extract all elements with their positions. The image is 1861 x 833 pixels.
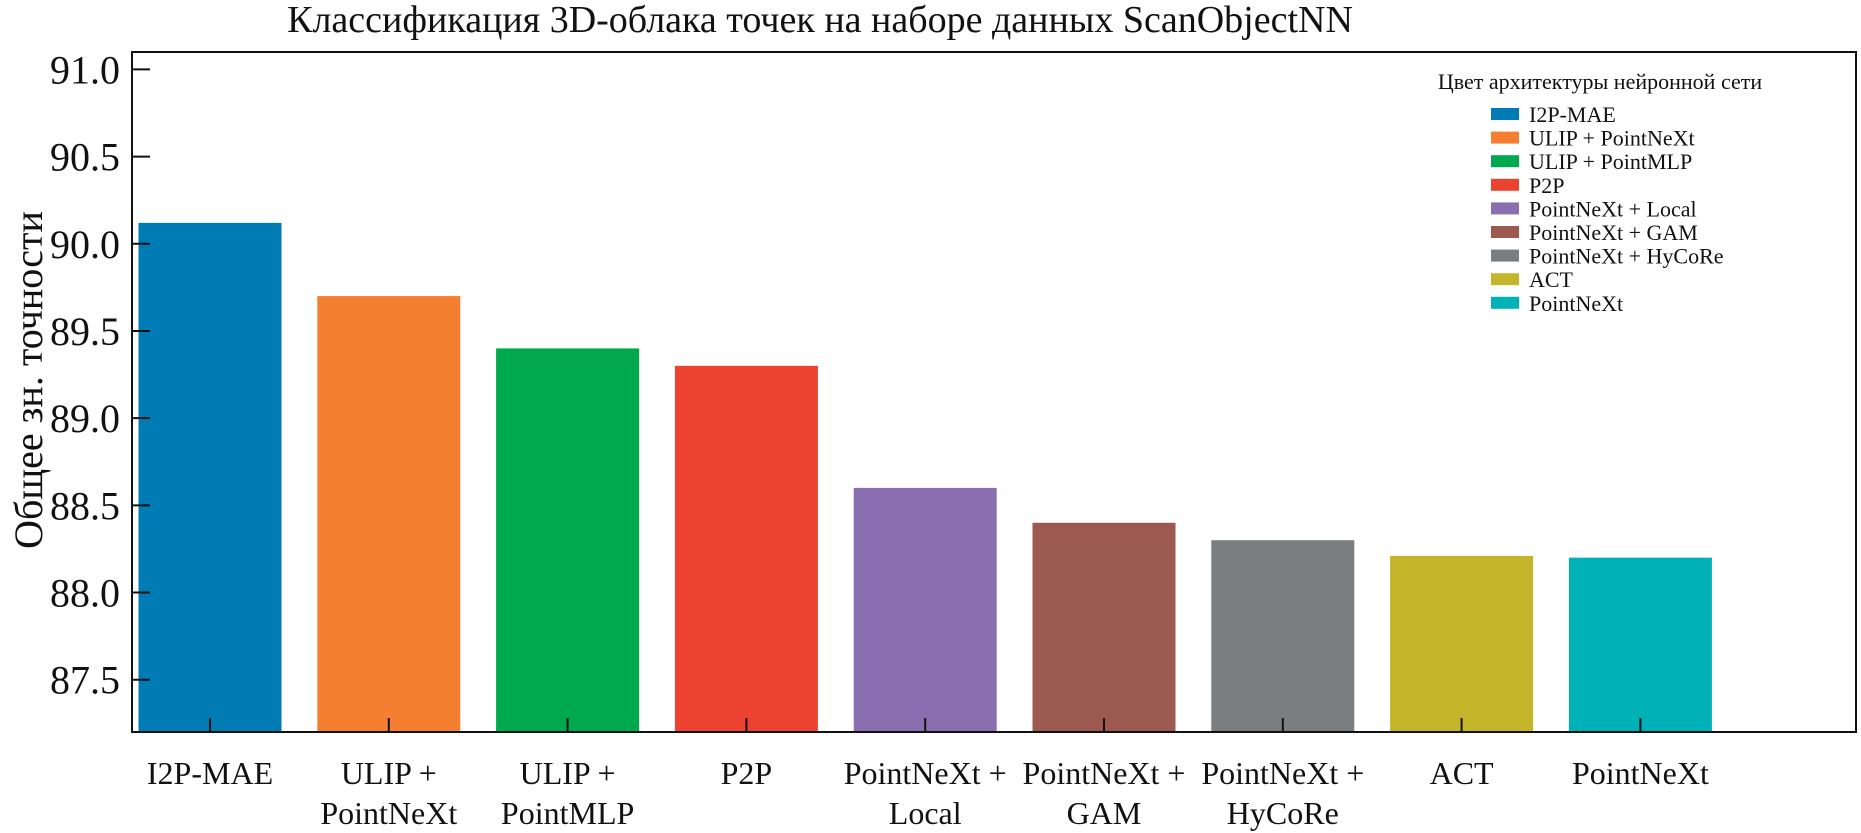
legend-label: ACT — [1529, 267, 1574, 292]
bar — [1032, 522, 1176, 732]
legend-label: ULIP + PointMLP — [1529, 149, 1692, 174]
bar — [317, 296, 461, 732]
x-tick-label-line: HyCoRe — [1227, 795, 1339, 831]
x-tick-label: ACT — [1430, 755, 1494, 791]
legend-swatch — [1491, 202, 1519, 215]
x-tick-label-line: P2P — [721, 755, 773, 791]
x-tick-label-line: PointNeXt — [320, 795, 457, 831]
legend-label: ULIP + PointNeXt — [1529, 126, 1695, 151]
x-tick-label: ULIP + PointNeXt — [320, 755, 457, 831]
x-tick-label: P2P — [721, 755, 773, 791]
x-tick-label: ULIP + PointMLP — [501, 755, 634, 831]
y-tick-label: 91.0 — [50, 47, 120, 92]
x-tick-label-line: PointNeXt — [1572, 755, 1709, 791]
legend-swatch — [1491, 296, 1519, 309]
y-tick-label: 89.0 — [50, 396, 120, 441]
x-tick-label-line: PointNeXt + — [1023, 755, 1186, 791]
chart-title: Классификация 3D-облака точек на наборе … — [287, 0, 1353, 41]
x-tick-label-line: GAM — [1067, 795, 1142, 831]
x-tick-label: PointNeXt + Local — [844, 755, 1007, 831]
x-tick-label: PointNeXt — [1572, 755, 1709, 791]
x-tick-label-line: ACT — [1430, 755, 1494, 791]
y-tick-label: 87.5 — [50, 658, 120, 703]
x-axis: I2P-MAE ULIP + PointNeXt ULIP + PointMLP P2P P… — [147, 718, 1709, 831]
legend-swatch — [1491, 273, 1519, 286]
bar — [1568, 557, 1712, 732]
plot-frame — [131, 51, 1857, 733]
y-tick-label: 89.5 — [50, 309, 120, 354]
bars-group — [138, 222, 1712, 732]
legend-swatch — [1491, 226, 1519, 238]
x-tick-label-line: I2P-MAE — [147, 755, 273, 791]
legend-swatch — [1491, 249, 1519, 262]
x-tick-label: I2P-MAE — [147, 755, 273, 791]
legend-label: PointNeXt + GAM — [1529, 220, 1698, 245]
legend-swatch — [1491, 178, 1519, 191]
legend-swatch — [1491, 131, 1519, 144]
legend-swatch — [1491, 155, 1519, 168]
bar — [853, 487, 997, 732]
y-tick-label: 88.0 — [50, 571, 120, 616]
x-tick-label: PointNeXt + GAM — [1023, 755, 1186, 831]
legend-label: I2P-MAE — [1529, 102, 1616, 127]
y-tick-label: 88.5 — [50, 483, 120, 528]
bar — [1390, 555, 1534, 732]
bar — [1211, 540, 1355, 732]
legend-label: PointNeXt + Local — [1529, 196, 1697, 221]
bar — [496, 348, 640, 732]
legend-title: Цвет архитектуры нейронной сети — [1438, 69, 1762, 94]
y-tick-label: 90.0 — [50, 222, 120, 267]
x-tick-label: PointNeXt + HyCoRe — [1201, 755, 1364, 831]
legend-label: PointNeXt — [1529, 291, 1623, 316]
x-tick-label-line: ULIP + — [341, 755, 437, 791]
legend-swatch — [1491, 108, 1519, 120]
legend-label: PointNeXt + HyCoRe — [1529, 244, 1724, 269]
y-axis-label: Общее зн. точности — [6, 211, 51, 549]
x-tick-label-line: PointMLP — [501, 795, 634, 831]
x-tick-label-line: PointNeXt + — [844, 755, 1007, 791]
y-axis: 87.5 88.0 88.5 89.0 89.5 90.0 90.5 91.0 — [50, 47, 150, 703]
bar — [138, 222, 282, 732]
legend: Цвет архитектуры нейронной сети I2P-MAEU… — [1438, 69, 1762, 316]
x-tick-label-line: Local — [889, 795, 962, 831]
bar — [674, 365, 818, 732]
legend-label: P2P — [1529, 173, 1564, 198]
x-tick-label-line: PointNeXt + — [1201, 755, 1364, 791]
y-tick-label: 90.5 — [50, 135, 120, 180]
x-tick-label-line: ULIP + — [520, 755, 616, 791]
